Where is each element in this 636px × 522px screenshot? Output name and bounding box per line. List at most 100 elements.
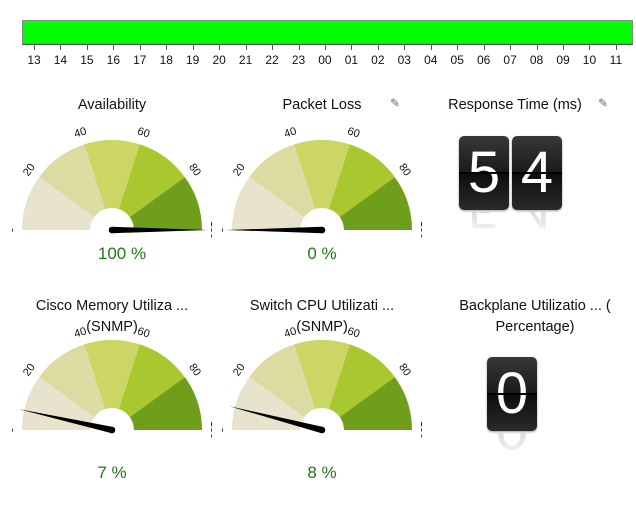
timeline-tick bbox=[430, 44, 432, 50]
flip-digit-reflection: 4 bbox=[512, 212, 562, 244]
gauge-scale-label: 0 bbox=[222, 227, 226, 233]
cisco-memory-gauge: 0 20 40 60 80 100 bbox=[12, 325, 212, 439]
flip-digit: 5 bbox=[459, 136, 509, 210]
gauge-band bbox=[117, 344, 185, 420]
gauge-needle-pivot bbox=[318, 226, 326, 234]
gauge-scale-label: 40 bbox=[283, 125, 298, 140]
availability-widget: Availability 0 20 40 60 80 100 100 % bbox=[12, 92, 212, 292]
timeline-hour-label: 06 bbox=[476, 53, 491, 67]
gauge-needle-pivot bbox=[108, 426, 116, 434]
gauge-band bbox=[22, 177, 98, 230]
gauge-scale-label: 20 bbox=[21, 362, 38, 379]
timeline-hour-label: 10 bbox=[582, 53, 597, 67]
widget-title-line1: Switch CPU Utilizati ... bbox=[249, 298, 395, 314]
gauge-scale-label: 80 bbox=[396, 362, 413, 379]
gauge-scale-label: 40 bbox=[73, 325, 88, 340]
timeline-tick bbox=[589, 44, 591, 50]
gauge-value: 7 % bbox=[97, 463, 127, 482]
gauge-band bbox=[294, 340, 350, 413]
pencil-icon[interactable]: ✎ bbox=[598, 96, 609, 110]
availability-timeline-bar[interactable] bbox=[22, 20, 633, 44]
gauge-band bbox=[84, 340, 140, 413]
cisco-memory-widget: Cisco Memory Utiliza ... (SNMP) 0 20 40 60 8… bbox=[12, 294, 212, 494]
timeline-hour-label: 07 bbox=[503, 53, 517, 67]
gauge-band bbox=[249, 344, 317, 420]
gauge-band bbox=[39, 144, 107, 220]
gauge-hub bbox=[90, 408, 134, 430]
timeline-hour-label: 23 bbox=[291, 53, 306, 67]
timeline-hour-label: 14 bbox=[53, 53, 68, 67]
timeline-hour-label: 18 bbox=[159, 53, 173, 67]
gauge-scale-label: 60 bbox=[346, 125, 361, 140]
timeline-baseline bbox=[22, 44, 633, 45]
timeline-hour-label: 17 bbox=[133, 53, 147, 67]
timeline-hour-label: 05 bbox=[450, 53, 464, 67]
timeline-tick bbox=[615, 44, 617, 50]
timeline-tick bbox=[166, 44, 168, 50]
timeline-tick bbox=[298, 44, 300, 50]
timeline-hour-label: 19 bbox=[186, 53, 200, 67]
timeline-hour-label: 16 bbox=[106, 53, 121, 67]
flip-digit: 0 bbox=[487, 357, 537, 431]
switch-cpu-gauge: 0 20 40 60 80 100 bbox=[222, 325, 422, 439]
timeline-hour-label: 21 bbox=[238, 53, 253, 67]
timeline-hour-label: 13 bbox=[27, 53, 41, 67]
timeline-tick bbox=[351, 44, 353, 50]
timeline-tick bbox=[536, 44, 538, 50]
timeline-tick bbox=[86, 44, 88, 50]
timeline-tick bbox=[219, 44, 221, 50]
gauge-band bbox=[22, 377, 98, 430]
gauge-scale-label: 60 bbox=[136, 325, 151, 340]
gauge-scale-label: 20 bbox=[231, 362, 248, 379]
packet-loss-widget: Packet Loss ✎ 0 20 40 60 80 100 0 % bbox=[222, 92, 422, 292]
gauge-band bbox=[327, 344, 395, 420]
gauge-scale-label: 60 bbox=[136, 125, 151, 140]
gauge-band bbox=[336, 377, 412, 430]
timeline-hour-label: 01 bbox=[344, 53, 359, 67]
widget-title-line1: Cisco Memory Utiliza ... bbox=[35, 298, 189, 314]
timeline-tick bbox=[34, 44, 35, 50]
pencil-icon[interactable]: ✎ bbox=[390, 96, 401, 110]
gauge-scale-label: 0 bbox=[222, 427, 226, 433]
response-time-flip-counter: 5544 bbox=[430, 136, 630, 256]
timeline-tick bbox=[457, 44, 459, 50]
availability-gauge: 0 20 40 60 80 100 bbox=[12, 125, 212, 239]
timeline-tick bbox=[60, 44, 62, 50]
widget-title-line1: Backplane Utilizatio ... ( bbox=[459, 298, 611, 314]
timeline-hour-label: 08 bbox=[529, 53, 544, 67]
gauge-band bbox=[232, 177, 308, 230]
timeline-hour-label: 00 bbox=[318, 53, 332, 67]
timeline-tick bbox=[272, 44, 274, 50]
timeline-hour-label: 04 bbox=[424, 53, 438, 67]
timeline-tick bbox=[324, 44, 326, 50]
gauge-band bbox=[327, 144, 395, 220]
gauge-band bbox=[39, 344, 107, 420]
packet-loss-gauge: 0 20 40 60 80 100 bbox=[222, 125, 422, 239]
timeline-hour-label: 02 bbox=[371, 53, 385, 67]
timeline-hour-label: 11 bbox=[609, 53, 623, 67]
timeline-hour-label: 22 bbox=[265, 53, 279, 67]
widget-title-line2: (SNMP) bbox=[296, 319, 348, 335]
gauge-band bbox=[126, 377, 202, 430]
flip-digit: 4 bbox=[512, 136, 562, 210]
timeline-tick bbox=[192, 44, 194, 50]
widget-title: Packet Loss bbox=[282, 97, 362, 113]
gauge-scale-label: 40 bbox=[283, 325, 298, 340]
timeline-tick bbox=[563, 44, 564, 50]
gauge-needle-pivot bbox=[318, 426, 326, 434]
gauge-band bbox=[232, 377, 308, 430]
widget-title: Availability bbox=[77, 97, 147, 113]
gauge-band bbox=[336, 177, 412, 230]
gauge-band bbox=[249, 144, 317, 220]
backplane-flip-counter: 00 bbox=[430, 357, 630, 477]
gauge-needle-pivot bbox=[108, 226, 116, 234]
timeline-tick bbox=[139, 44, 141, 50]
gauge-scale-label: 20 bbox=[21, 162, 38, 179]
timeline-tick bbox=[377, 44, 379, 50]
gauge-scale-label: 100 bbox=[418, 221, 422, 239]
gauge-band bbox=[294, 140, 350, 213]
gauge-band bbox=[84, 140, 140, 213]
gauge-hub bbox=[90, 208, 134, 230]
timeline-tick bbox=[510, 44, 512, 50]
gauge-scale-label: 0 bbox=[12, 227, 16, 233]
